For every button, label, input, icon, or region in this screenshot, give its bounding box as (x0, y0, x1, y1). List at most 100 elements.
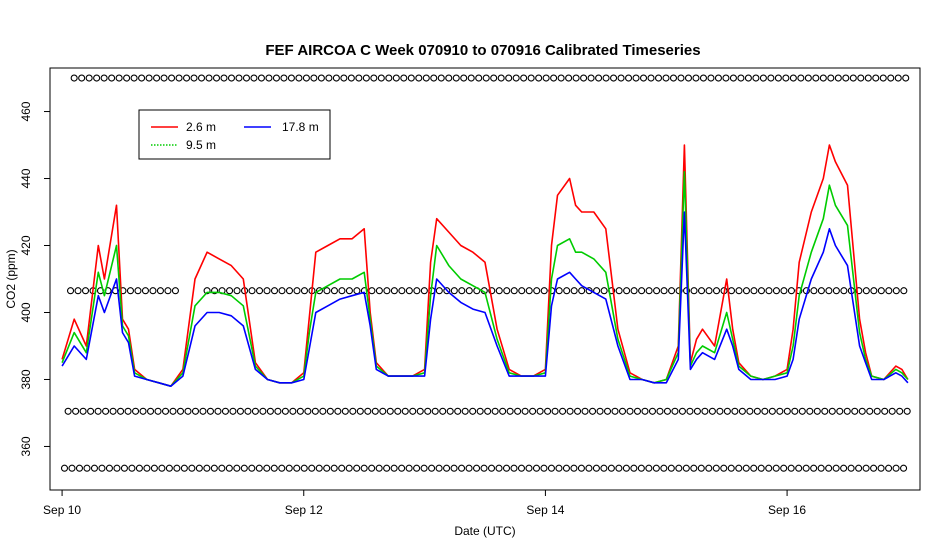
marker-row-2-78 (787, 287, 795, 295)
marker-row-4-106 (855, 464, 863, 472)
marker-row-3-10 (139, 407, 147, 415)
marker-row-2-77 (780, 287, 788, 295)
marker-row-3-65 (551, 407, 559, 415)
marker-row-3-96 (783, 407, 791, 415)
marker-row-2-84 (832, 287, 840, 295)
marker-row-0-47 (422, 74, 430, 82)
marker-row-4-102 (825, 464, 833, 472)
marker-row-4-61 (517, 464, 526, 472)
marker-row-0-1 (78, 74, 86, 82)
marker-row-0-48 (430, 74, 438, 82)
marker-row-4-62 (525, 464, 533, 472)
marker-row-4-45 (398, 464, 406, 472)
marker-row-4-92 (750, 464, 758, 472)
marker-row-2-12 (293, 287, 301, 295)
marker-row-2-63 (675, 287, 683, 295)
marker-row-4-88 (720, 464, 728, 472)
marker-row-3-20 (214, 407, 222, 415)
marker-row-4-51 (443, 464, 451, 472)
marker-row-1-10 (141, 287, 150, 295)
marker-row-0-79 (662, 74, 670, 82)
marker-row-2-88 (862, 287, 870, 295)
marker-row-4-53 (458, 464, 466, 472)
marker-row-0-107 (872, 74, 880, 82)
marker-row-0-92 (759, 74, 767, 82)
marker-row-1-0 (66, 287, 75, 295)
marker-row-2-47 (555, 287, 563, 295)
marker-row-0-26 (265, 74, 273, 82)
marker-row-3-44 (394, 407, 402, 415)
marker-row-2-29 (420, 287, 428, 295)
marker-row-4-86 (705, 464, 713, 472)
marker-row-1-9 (134, 287, 142, 295)
marker-row-2-83 (825, 287, 833, 295)
marker-row-0-82 (684, 74, 693, 82)
marker-row-4-40 (360, 464, 368, 472)
marker-row-4-1 (68, 464, 76, 472)
marker-row-4-21 (218, 464, 226, 472)
marker-row-0-7 (123, 74, 131, 82)
marker-row-0-50 (445, 74, 453, 82)
marker-row-0-34 (325, 74, 333, 82)
marker-row-3-78 (648, 407, 657, 415)
marker-row-3-19 (206, 407, 215, 415)
marker-row-4-59 (502, 464, 511, 472)
marker-row-3-33 (311, 407, 319, 415)
marker-row-2-60 (653, 287, 661, 295)
marker-row-3-61 (521, 407, 529, 415)
marker-row-2-26 (398, 287, 406, 295)
marker-row-2-74 (757, 287, 766, 295)
marker-row-3-23 (236, 407, 244, 415)
legend: 2.6 m 9.5 m 17.8 m (138, 109, 331, 160)
marker-row-2-58 (638, 287, 646, 295)
marker-row-4-25 (248, 464, 256, 472)
marker-row-3-28 (274, 407, 282, 415)
marker-row-0-75 (632, 74, 640, 82)
marker-row-4-36 (330, 464, 338, 472)
marker-row-3-15 (176, 407, 185, 415)
marker-row-2-68 (712, 287, 721, 295)
marker-row-0-51 (452, 74, 460, 82)
y-axis: 360 380 400 420 440 460 (19, 101, 51, 456)
marker-row-0-80 (669, 74, 678, 82)
marker-row-2-62 (668, 287, 676, 295)
marker-row-0-65 (557, 74, 565, 82)
marker-row-0-24 (250, 74, 258, 82)
marker-row-4-49 (428, 464, 436, 472)
marker-row-3-8 (124, 407, 132, 415)
marker-row-4-17 (188, 464, 196, 472)
marker-row-3-76 (633, 407, 642, 415)
marker-row-2-40 (503, 287, 511, 295)
marker-row-0-67 (572, 74, 580, 82)
marker-row-4-34 (315, 464, 323, 472)
marker-row-3-73 (611, 407, 619, 415)
marker-row-3-53 (461, 407, 469, 415)
marker-row-0-99 (812, 74, 820, 82)
marker-row-4-78 (645, 464, 653, 472)
marker-row-2-3 (226, 287, 234, 295)
marker-row-4-13 (158, 464, 166, 472)
marker-row-2-41 (510, 287, 518, 295)
marker-row-0-71 (602, 74, 610, 82)
marker-row-3-56 (484, 407, 492, 415)
marker-row-4-89 (727, 464, 735, 472)
marker-row-2-17 (330, 287, 338, 295)
marker-row-3-107 (866, 407, 874, 415)
x-tick-label-0: Sep 10 (43, 503, 81, 517)
marker-row-0-54 (475, 74, 483, 82)
marker-row-3-13 (161, 407, 170, 415)
marker-row-4-79 (652, 464, 660, 472)
marker-row-2-31 (435, 287, 443, 295)
marker-row-1-1 (74, 287, 82, 295)
marker-row-3-109 (881, 407, 889, 415)
marker-row-0-77 (647, 74, 655, 82)
marker-row-3-70 (588, 407, 597, 415)
marker-row-4-23 (233, 464, 241, 472)
marker-row-0-35 (332, 74, 340, 82)
marker-row-4-3 (83, 464, 91, 472)
marker-row-3-59 (506, 407, 514, 415)
marker-row-0-36 (340, 74, 348, 82)
marker-row-3-46 (409, 407, 417, 415)
marker-row-4-12 (150, 464, 158, 472)
marker-row-3-94 (768, 407, 776, 415)
